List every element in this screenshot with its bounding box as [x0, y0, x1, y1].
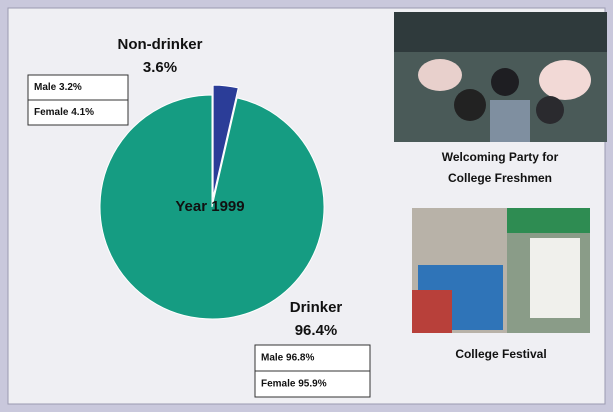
photo-caption: Welcoming Party for [442, 150, 559, 164]
photo-party [394, 12, 607, 142]
breakdown-text: Male 3.2% [34, 82, 82, 93]
photo-caption: College Freshmen [448, 171, 552, 185]
slice-label: Non-drinker [117, 36, 202, 53]
breakdown-text: Male 96.8% [261, 353, 314, 364]
breakdown-text: Female 4.1% [34, 107, 94, 118]
pie-slice [212, 84, 239, 198]
slice-value-label: 3.6% [143, 59, 177, 76]
slice-label: Drinker [290, 299, 343, 316]
pie-slice [99, 94, 325, 320]
slice-value-label: 96.4% [295, 322, 338, 339]
photo-caption: College Festival [455, 347, 546, 361]
photo-festival [412, 208, 590, 333]
center-label: Year 1999 [175, 198, 244, 215]
breakdown-text: Female 95.9% [261, 379, 327, 390]
